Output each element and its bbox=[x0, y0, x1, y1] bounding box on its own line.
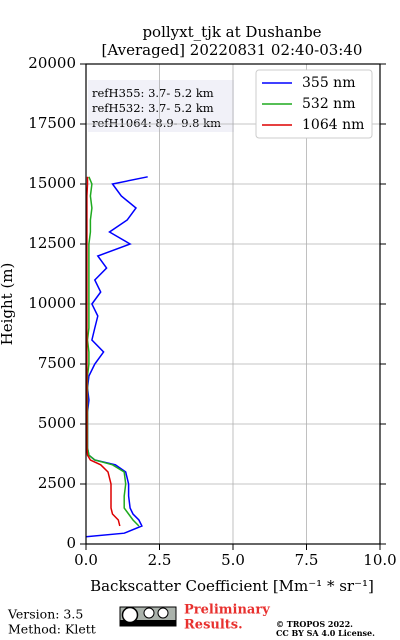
annotation: refH355: 3.7- 5.2 km bbox=[92, 86, 214, 100]
y-tick-label: 2500 bbox=[38, 474, 76, 492]
plot-area bbox=[86, 176, 148, 538]
data-line bbox=[86, 176, 140, 527]
annotation-box bbox=[88, 80, 234, 132]
legend-label: 1064 nm bbox=[302, 117, 364, 133]
y-tick-label: 7500 bbox=[38, 354, 76, 372]
legend-box bbox=[255, 69, 373, 139]
x-tick-label: 7.5 bbox=[295, 551, 319, 569]
legend-label: 355 nm bbox=[302, 75, 355, 91]
x-axis-label: Backscatter Coefficient [Mm⁻¹ * sr⁻¹] bbox=[90, 577, 374, 595]
y-tick-label: 20000 bbox=[28, 54, 76, 72]
y-tick-label: 17500 bbox=[28, 114, 76, 132]
y-axis-label: Height (m) bbox=[0, 263, 16, 346]
x-tick-label: 5.0 bbox=[221, 551, 245, 569]
version: Version: 3.5 bbox=[7, 607, 83, 622]
y-tick-label: 15000 bbox=[28, 174, 76, 192]
copyright: © TROPOS 2022. bbox=[276, 619, 353, 629]
annotation: refH1064: 8.9- 9.8 km bbox=[92, 116, 221, 130]
data-line bbox=[86, 176, 121, 527]
cc-logo bbox=[119, 606, 177, 627]
legend-label: 532 nm bbox=[302, 96, 355, 112]
x-tick-label: 10.0 bbox=[363, 551, 396, 569]
copyright: CC BY SA 4.0 License. bbox=[276, 628, 375, 638]
x-tick-label: 0.0 bbox=[74, 551, 98, 569]
chart-subtitle: [Averaged] 20220831 02:40-03:40 bbox=[102, 41, 363, 59]
x-tick-label: 2.5 bbox=[148, 551, 172, 569]
chart-title: pollyxt_tjk at Dushanbe bbox=[142, 23, 321, 41]
plot-frame bbox=[85, 63, 381, 545]
method: Method: Klett bbox=[8, 622, 96, 637]
data-line bbox=[86, 176, 148, 538]
preliminary: Preliminary bbox=[184, 603, 270, 618]
y-tick-label: 12500 bbox=[28, 234, 76, 252]
preliminary: Results. bbox=[184, 618, 243, 633]
y-tick-label: 0 bbox=[66, 534, 76, 552]
y-tick-label: 10000 bbox=[28, 294, 76, 312]
y-tick-label: 5000 bbox=[38, 414, 76, 432]
annotation: refH532: 3.7- 5.2 km bbox=[92, 101, 214, 115]
